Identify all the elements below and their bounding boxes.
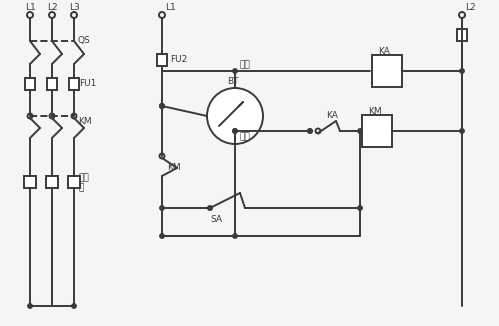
Text: QS: QS (78, 37, 91, 46)
Circle shape (160, 104, 164, 108)
Bar (457, 29, 467, 41)
Text: KM: KM (78, 117, 92, 126)
Text: KA: KA (378, 47, 390, 55)
Text: 下限: 下限 (240, 132, 251, 141)
Bar (157, 54, 167, 66)
Text: SA: SA (210, 215, 222, 225)
Circle shape (358, 206, 362, 210)
Text: L2: L2 (465, 4, 476, 12)
Circle shape (358, 129, 362, 133)
Text: L2: L2 (47, 4, 57, 12)
Bar (25, 78, 35, 90)
Bar (372, 55, 402, 87)
Circle shape (49, 12, 55, 18)
Circle shape (459, 12, 465, 18)
Text: BT: BT (227, 78, 239, 86)
Text: 上限: 上限 (240, 61, 251, 69)
Circle shape (233, 129, 237, 133)
Circle shape (233, 234, 237, 238)
Bar (24, 176, 36, 188)
Circle shape (208, 206, 212, 210)
Circle shape (308, 129, 312, 133)
Circle shape (27, 12, 33, 18)
Bar (362, 115, 392, 147)
Circle shape (49, 113, 54, 118)
Text: L1: L1 (25, 4, 36, 12)
Circle shape (160, 104, 164, 108)
Circle shape (71, 12, 77, 18)
Text: KM: KM (167, 164, 181, 172)
Circle shape (315, 128, 320, 134)
Circle shape (207, 88, 263, 144)
Circle shape (27, 113, 32, 118)
Bar (69, 78, 79, 90)
Circle shape (160, 154, 165, 158)
Text: FU1: FU1 (79, 80, 96, 88)
Text: KM: KM (368, 107, 382, 115)
Bar (46, 176, 58, 188)
Circle shape (460, 129, 464, 133)
Circle shape (72, 304, 76, 308)
Text: L1: L1 (165, 4, 176, 12)
Circle shape (71, 113, 76, 118)
Circle shape (28, 304, 32, 308)
Circle shape (160, 234, 164, 238)
Text: L3: L3 (69, 4, 80, 12)
Bar (68, 176, 80, 188)
Circle shape (308, 129, 312, 133)
Circle shape (233, 129, 237, 133)
Circle shape (233, 69, 237, 73)
Circle shape (159, 12, 165, 18)
Text: FU2: FU2 (170, 55, 187, 65)
Circle shape (160, 104, 164, 108)
Text: 电热: 电热 (79, 173, 90, 183)
Circle shape (160, 206, 164, 210)
Circle shape (460, 69, 464, 73)
Text: 器: 器 (79, 184, 84, 192)
Bar (47, 78, 57, 90)
Text: KA: KA (326, 111, 338, 120)
